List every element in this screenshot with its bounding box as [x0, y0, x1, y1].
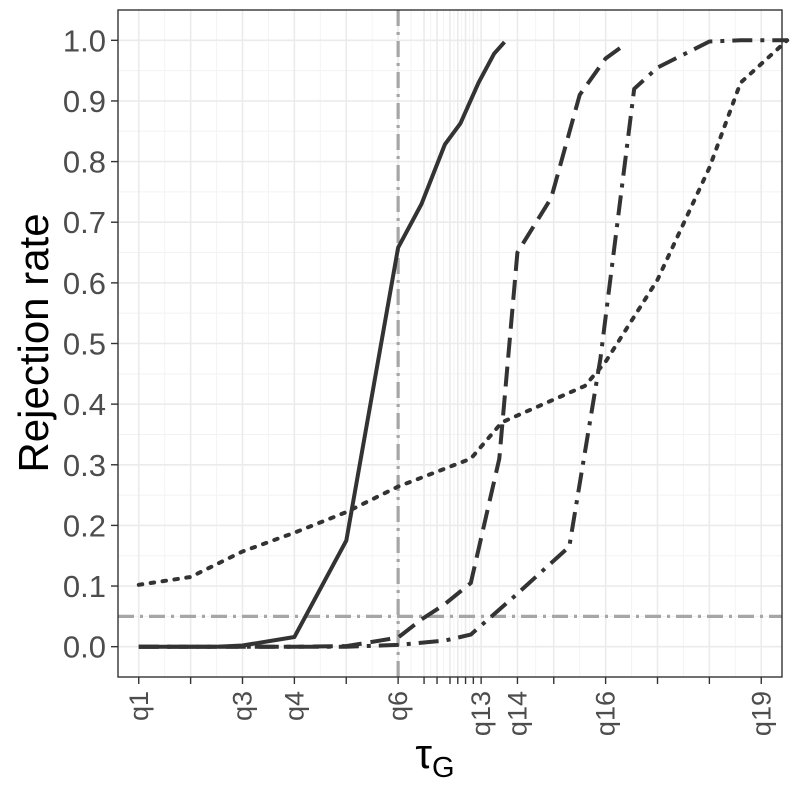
- x-tick-label: q3: [228, 691, 258, 721]
- x-tick-label: q13: [466, 691, 496, 736]
- x-tick-label: q4: [279, 691, 309, 721]
- major-gridlines: [118, 10, 782, 677]
- y-tick-label: 0.8: [63, 145, 106, 180]
- y-tick-label: 0.6: [63, 266, 106, 301]
- y-axis-title: Rejection rate: [10, 213, 57, 472]
- series-line-dashdot: [138, 38, 788, 649]
- y-tick-label: 0.3: [63, 448, 106, 483]
- y-tick-label: 0.7: [63, 205, 106, 240]
- x-axis-title: τG: [415, 730, 454, 784]
- x-tick-label: q16: [591, 691, 621, 736]
- x-axis: q1 q3 q4 q6 q13 q14 q16 q19: [124, 677, 776, 736]
- x-tick-label: q1: [124, 691, 154, 721]
- reference-lines: [118, 10, 782, 677]
- y-tick-label: 1.0: [63, 23, 106, 58]
- x-tick-label: q14: [502, 691, 532, 736]
- x-tick-label: q19: [746, 691, 776, 736]
- y-tick-label: 0.0: [63, 630, 106, 665]
- y-tick-label: 0.9: [63, 84, 106, 119]
- y-tick-label: 0.5: [63, 327, 106, 362]
- x-axis-title-main: τ: [415, 730, 432, 777]
- x-tick-label: q6: [383, 691, 413, 721]
- series-line-dotted: [136, 38, 790, 587]
- series-layer: [136, 38, 790, 649]
- y-tick-label: 0.1: [63, 569, 106, 604]
- x-axis-title-subscript: G: [432, 752, 455, 784]
- y-tick-label: 0.4: [63, 387, 106, 422]
- y-axis: 0.0 0.1 0.2 0.3 0.4 0.5 0.6 0.7 0.8 0.9 1.0: [63, 23, 118, 665]
- y-tick-label: 0.2: [63, 508, 106, 543]
